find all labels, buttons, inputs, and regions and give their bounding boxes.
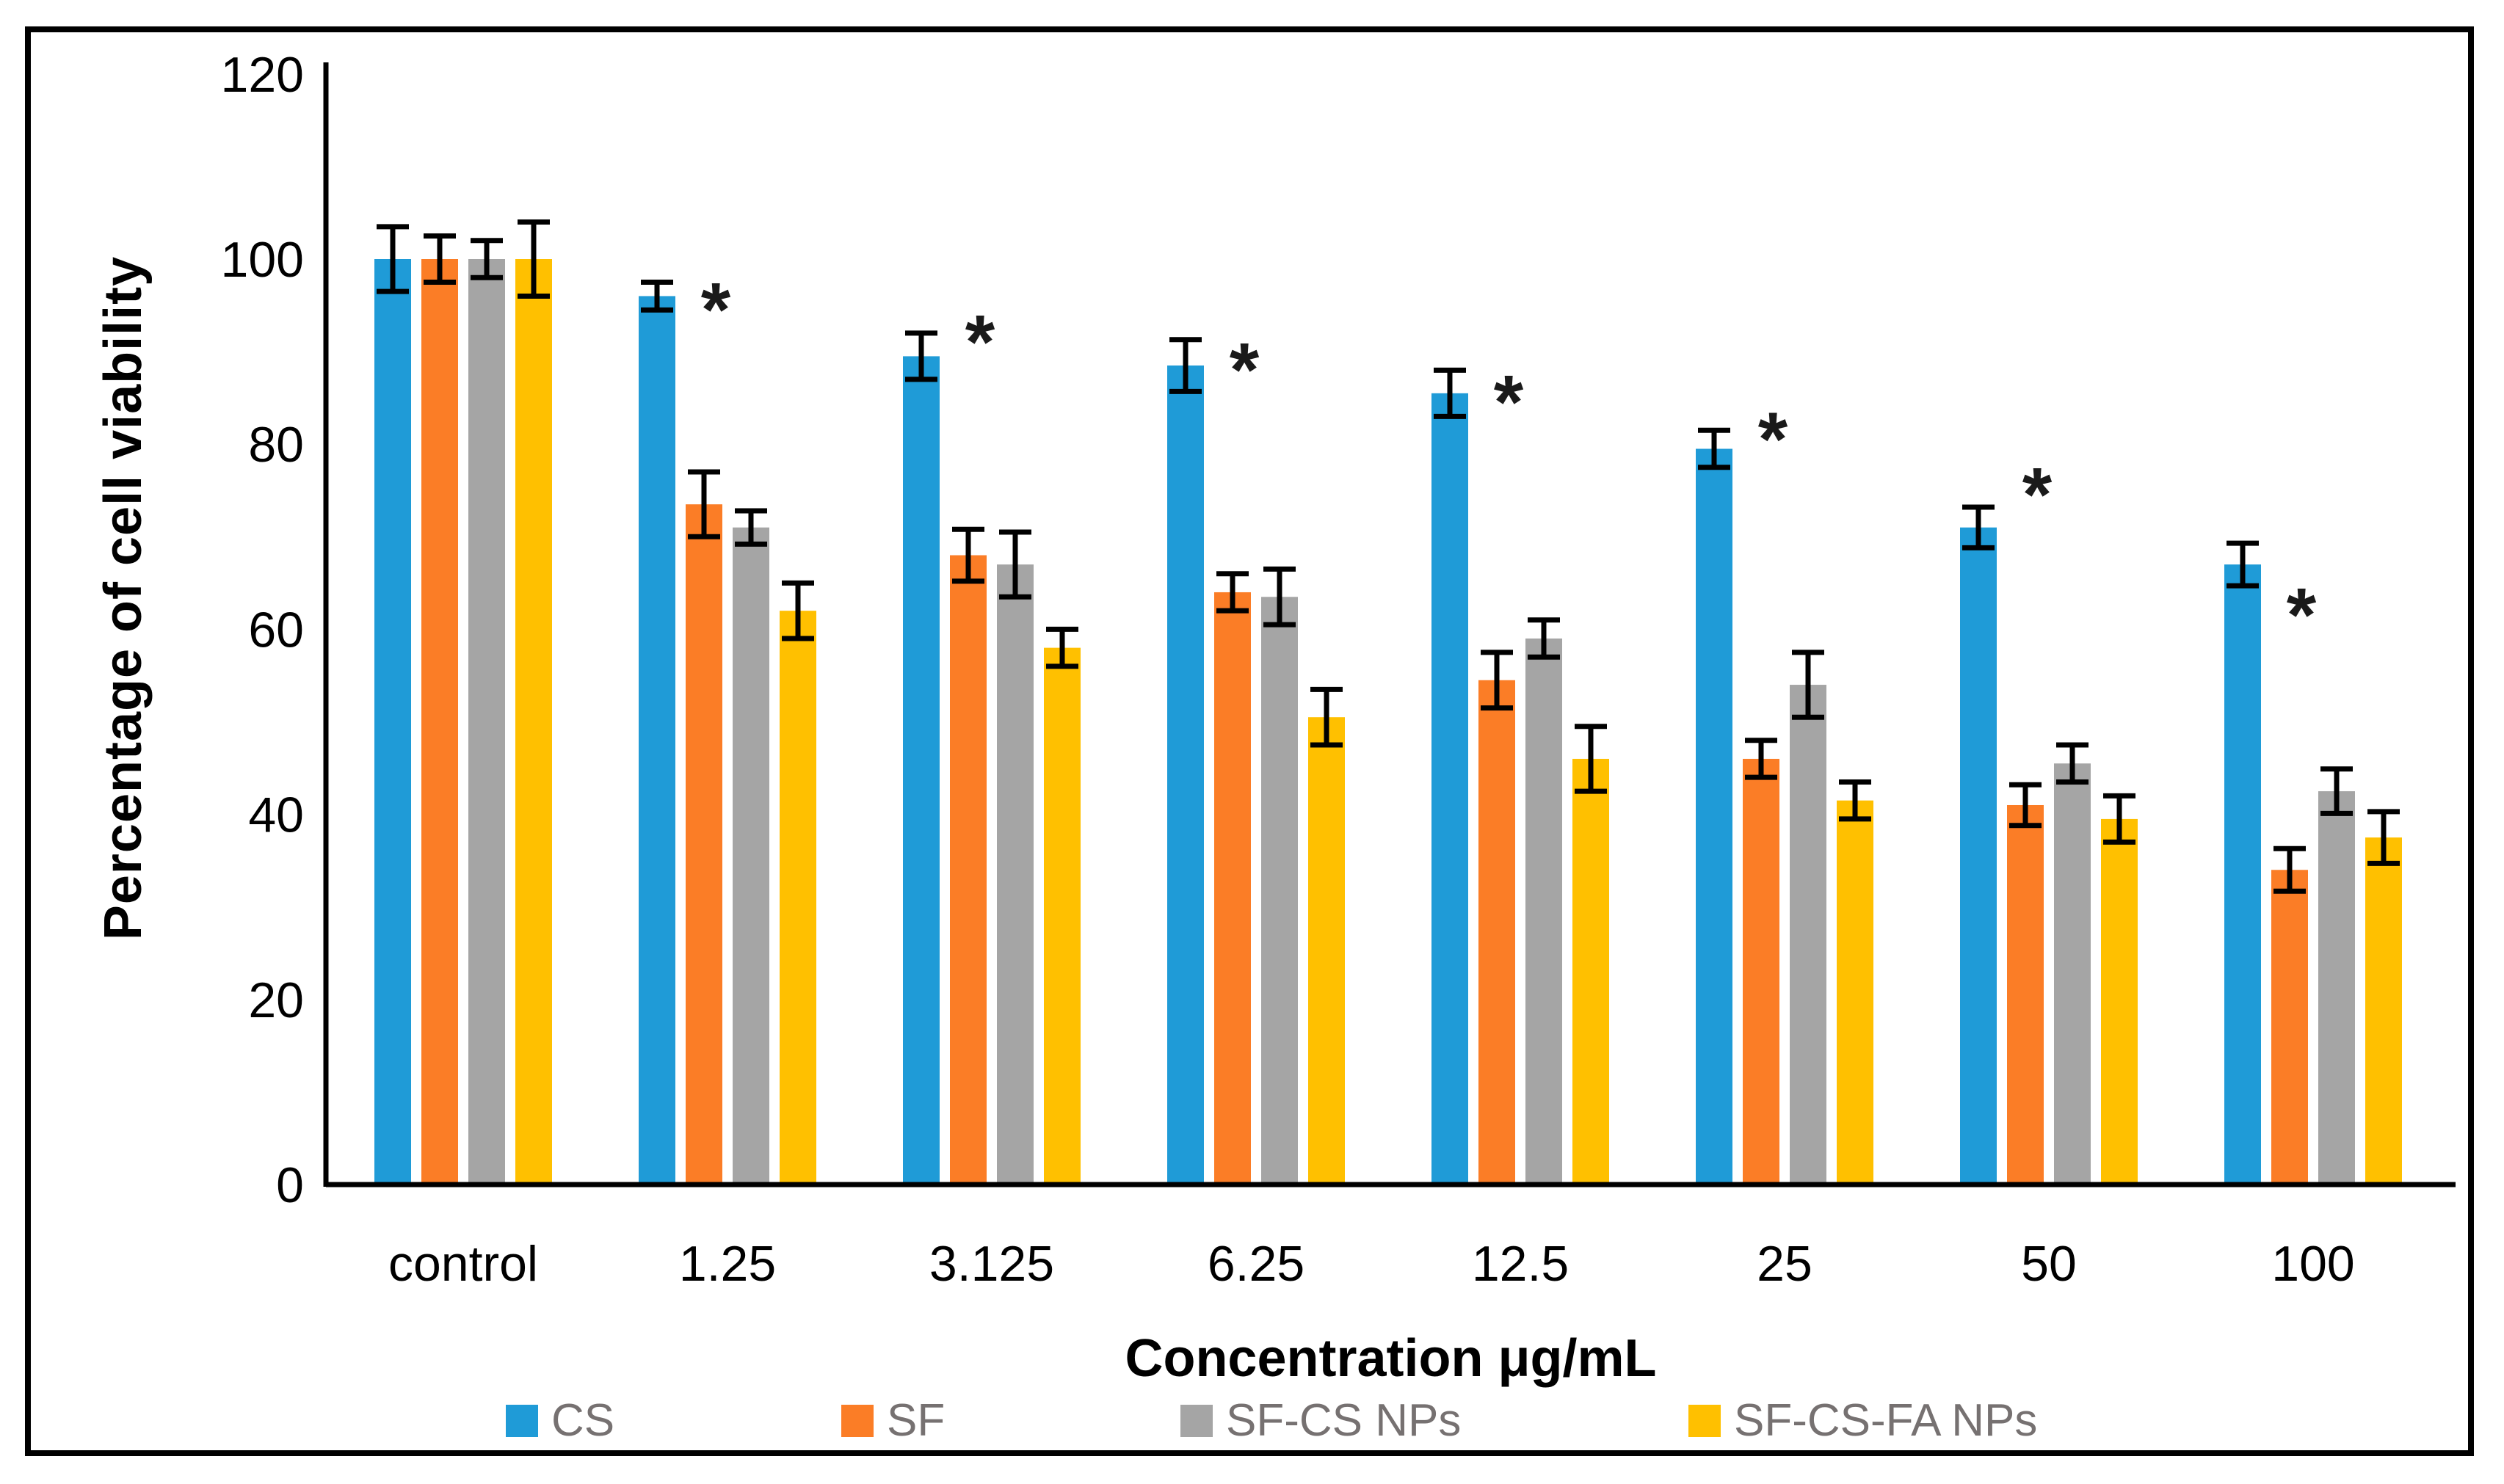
bar-SF-6.25 — [1214, 592, 1251, 1185]
bar-SF-CS-NPs-100 — [2318, 791, 2355, 1185]
bar-SF-CS-NPs-control — [468, 259, 505, 1185]
significance-asterisk-25: * — [1758, 397, 1788, 482]
x-axis-title: Concentration μg/mL — [1125, 1329, 1657, 1388]
bar-SF-CS-NPs-1.25 — [733, 527, 769, 1185]
bar-SF-1.25 — [686, 504, 722, 1185]
bar-SF-CS-FA-NPs-50 — [2101, 818, 2138, 1185]
y-tick-label-60: 60 — [248, 602, 304, 658]
bar-CS-12.5 — [1431, 393, 1468, 1185]
x-tick-label-100: 100 — [2271, 1236, 2354, 1292]
bar-SF-CS-FA-NPs-6.25 — [1308, 717, 1345, 1185]
y-tick-label-20: 20 — [248, 972, 304, 1028]
y-tick-label-120: 120 — [221, 47, 304, 103]
bar-SF-CS-NPs-50 — [2054, 763, 2091, 1185]
bar-SF-CS-FA-NPs-control — [515, 259, 552, 1185]
bar-SF-25 — [1743, 758, 1779, 1185]
significance-asterisk-1.25: * — [701, 267, 731, 352]
y-tick-label-40: 40 — [248, 788, 304, 843]
y-tick-label-0: 0 — [276, 1157, 304, 1213]
bar-SF-CS-FA-NPs-1.25 — [780, 611, 816, 1185]
x-tick-label-12.5: 12.5 — [1472, 1236, 1569, 1292]
significance-asterisk-12.5: * — [1494, 360, 1524, 445]
x-tick-label-1.25: 1.25 — [679, 1236, 776, 1292]
bar-SF-CS-FA-NPs-12.5 — [1572, 758, 1609, 1185]
bar-CS-6.25 — [1167, 365, 1204, 1185]
y-tick-label-100: 100 — [221, 232, 304, 288]
bar-SF-CS-NPs-25 — [1790, 685, 1826, 1185]
x-tick-label-control: control — [388, 1236, 538, 1292]
x-tick-label-6.25: 6.25 — [1208, 1236, 1304, 1292]
bar-SF-CS-NPs-12.5 — [1525, 639, 1562, 1185]
bar-SF-100 — [2271, 870, 2308, 1185]
bar-SF-3.125 — [950, 555, 987, 1185]
significance-asterisk-100: * — [2287, 573, 2317, 658]
significance-asterisk-6.25: * — [1230, 327, 1260, 412]
x-tick-label-25: 25 — [1757, 1236, 1812, 1292]
bar-SF-CS-FA-NPs-100 — [2365, 837, 2402, 1185]
bar-CS-100 — [2224, 564, 2261, 1185]
bar-CS-50 — [1960, 527, 1997, 1185]
bar-SF-CS-FA-NPs-25 — [1837, 800, 1873, 1185]
bar-CS-3.125 — [903, 356, 940, 1185]
significance-asterisk-3.125: * — [965, 300, 995, 385]
bar-CS-1.25 — [639, 296, 675, 1185]
bar-SF-CS-NPs-3.125 — [997, 564, 1034, 1185]
bar-SF-CS-NPs-6.25 — [1261, 597, 1298, 1185]
bar-SF-50 — [2007, 804, 2044, 1185]
bar-CS-25 — [1696, 448, 1732, 1185]
significance-asterisk-50: * — [2022, 453, 2053, 538]
bar-CS-control — [374, 259, 411, 1185]
bar-SF-CS-FA-NPs-3.125 — [1044, 647, 1081, 1185]
y-axis-title: Percentage of cell viability — [94, 255, 153, 941]
x-tick-label-50: 50 — [2021, 1236, 2077, 1292]
bar-SF-control — [421, 259, 458, 1185]
x-tick-label-3.125: 3.125 — [929, 1236, 1054, 1292]
bar-SF-12.5 — [1478, 680, 1515, 1185]
y-tick-label-80: 80 — [248, 417, 304, 473]
